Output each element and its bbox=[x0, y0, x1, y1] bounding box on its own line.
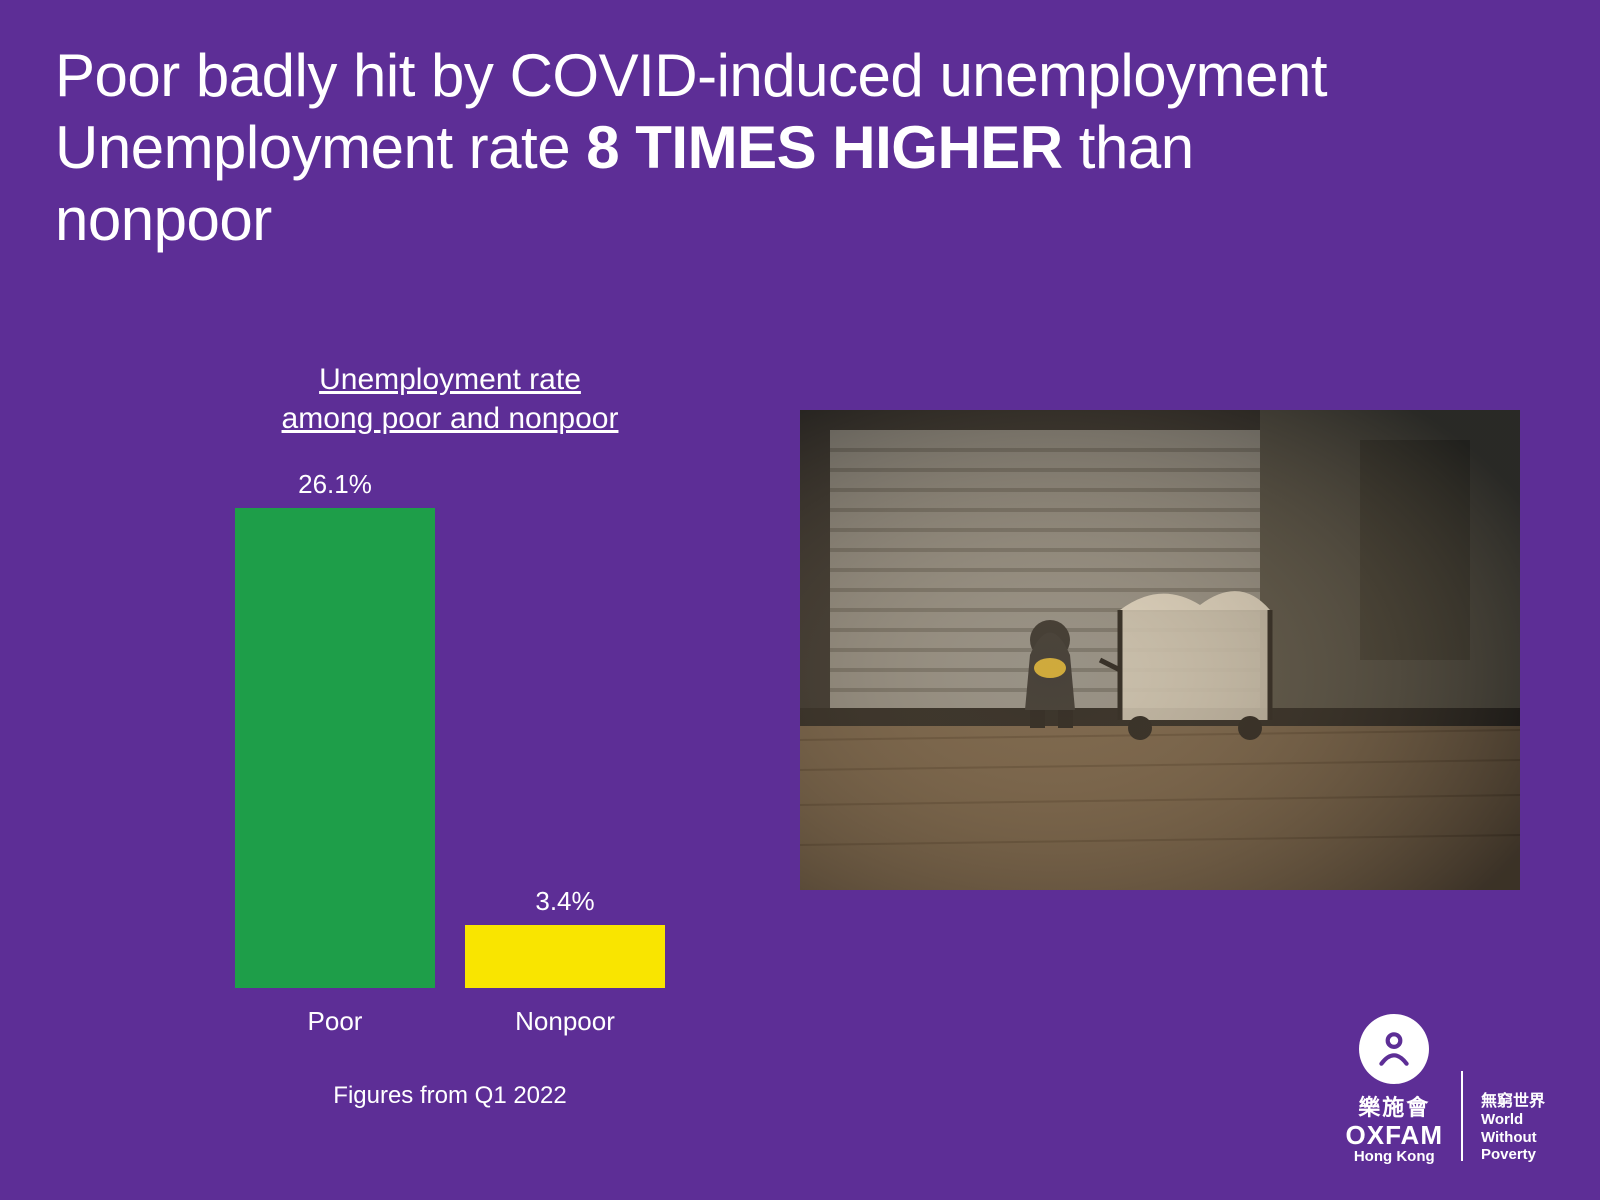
unemployment-chart: Unemployment rate among poor and nonpoor… bbox=[200, 360, 700, 1110]
headline-line2-post: than bbox=[1063, 114, 1194, 181]
logo-oxfam-text: OXFAM bbox=[1346, 1122, 1443, 1148]
category-nonpoor: Nonpoor bbox=[465, 1006, 665, 1037]
tagline-en-3: Poverty bbox=[1481, 1146, 1545, 1163]
oxfam-logo: 樂施會 OXFAM Hong Kong 無窮世界 World Without P… bbox=[1346, 1014, 1545, 1165]
headline-bold: 8 TIMES HIGHER bbox=[586, 114, 1062, 181]
logo-left-block: 樂施會 OXFAM Hong Kong bbox=[1346, 1014, 1443, 1165]
category-labels: Poor Nonpoor bbox=[200, 1006, 700, 1037]
bar-poor bbox=[235, 508, 435, 988]
street-photo bbox=[800, 410, 1520, 890]
chart-footnote: Figures from Q1 2022 bbox=[200, 1082, 700, 1110]
tagline-en-2: Without bbox=[1481, 1129, 1545, 1146]
value-label-nonpoor: 3.4% bbox=[535, 886, 594, 917]
oxfam-icon bbox=[1359, 1014, 1429, 1084]
headline-line1: Poor badly hit by COVID-induced unemploy… bbox=[55, 42, 1327, 109]
logo-divider bbox=[1461, 1071, 1463, 1161]
logo-right-block: 無窮世界 World Without Poverty bbox=[1481, 1087, 1545, 1163]
value-label-poor: 26.1% bbox=[298, 469, 372, 500]
chart-title-line1: Unemployment rate bbox=[319, 363, 581, 396]
headline-line2-pre: Unemployment rate bbox=[55, 114, 586, 181]
category-poor: Poor bbox=[235, 1006, 435, 1037]
bar-wrap-nonpoor: 3.4% bbox=[465, 886, 665, 988]
headline: Poor badly hit by COVID-induced unemploy… bbox=[55, 40, 1545, 256]
chart-title-line2: among poor and nonpoor bbox=[282, 402, 619, 435]
tagline-cn: 無窮世界 bbox=[1481, 1087, 1545, 1111]
logo-region: Hong Kong bbox=[1354, 1148, 1435, 1165]
bar-wrap-poor: 26.1% bbox=[235, 469, 435, 988]
logo-chinese: 樂施會 bbox=[1358, 1090, 1430, 1122]
tagline-en-1: World bbox=[1481, 1111, 1545, 1128]
chart-title: Unemployment rate among poor and nonpoor bbox=[200, 360, 700, 438]
bar-nonpoor bbox=[465, 925, 665, 988]
bars-row: 26.1% 3.4% bbox=[200, 468, 700, 988]
headline-line3: nonpoor bbox=[55, 186, 272, 253]
